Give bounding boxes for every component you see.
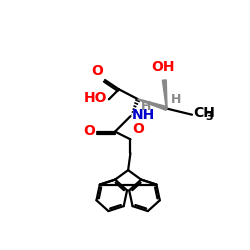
Polygon shape (138, 99, 167, 110)
Text: HO: HO (84, 91, 107, 105)
Text: O: O (132, 122, 144, 136)
Text: H: H (170, 93, 181, 106)
Text: O: O (83, 124, 95, 138)
Polygon shape (162, 80, 167, 108)
Text: 3: 3 (205, 112, 213, 122)
Text: NH: NH (132, 108, 155, 122)
Text: OH: OH (151, 60, 174, 74)
Text: O: O (92, 64, 104, 78)
Text: H: H (141, 100, 152, 113)
Text: CH: CH (193, 106, 215, 120)
